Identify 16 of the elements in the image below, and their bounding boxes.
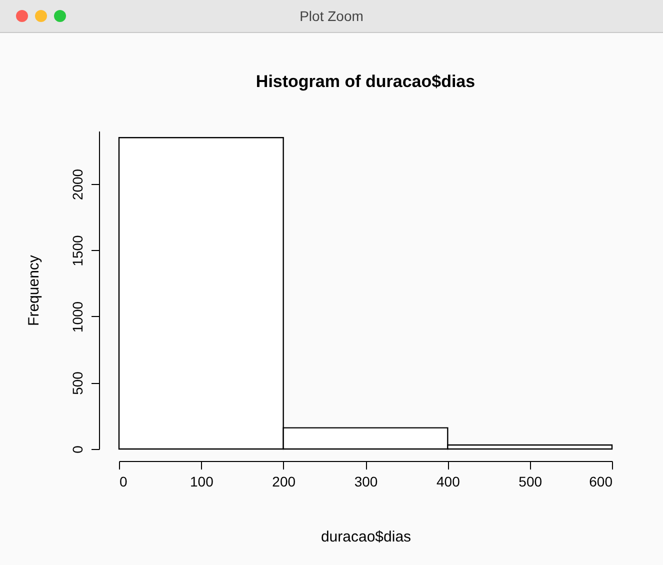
y-tick-label: 1000 (70, 301, 86, 333)
y-tick-label: 0 (70, 445, 86, 454)
y-axis-title: Frequency (26, 254, 42, 326)
text: Plot Zoom (300, 8, 364, 24)
x-tick-label: 400 (436, 474, 460, 490)
y-tick-label: 500 (70, 371, 86, 395)
x-tick-label: 300 (354, 474, 378, 490)
y-tick-label: 1500 (70, 234, 86, 266)
x-tick-label: 200 (272, 474, 296, 490)
x-axis-title: duracao$dias (320, 528, 412, 546)
chart-title: Histogram of duracao$dias (256, 72, 476, 91)
x-tick-label: 0 (120, 474, 128, 490)
x-tick-label: 600 (589, 474, 613, 490)
y-tick-label: 2000 (70, 168, 86, 200)
x-tick-label: 100 (190, 474, 214, 490)
x-tick-label: 500 (518, 474, 542, 490)
